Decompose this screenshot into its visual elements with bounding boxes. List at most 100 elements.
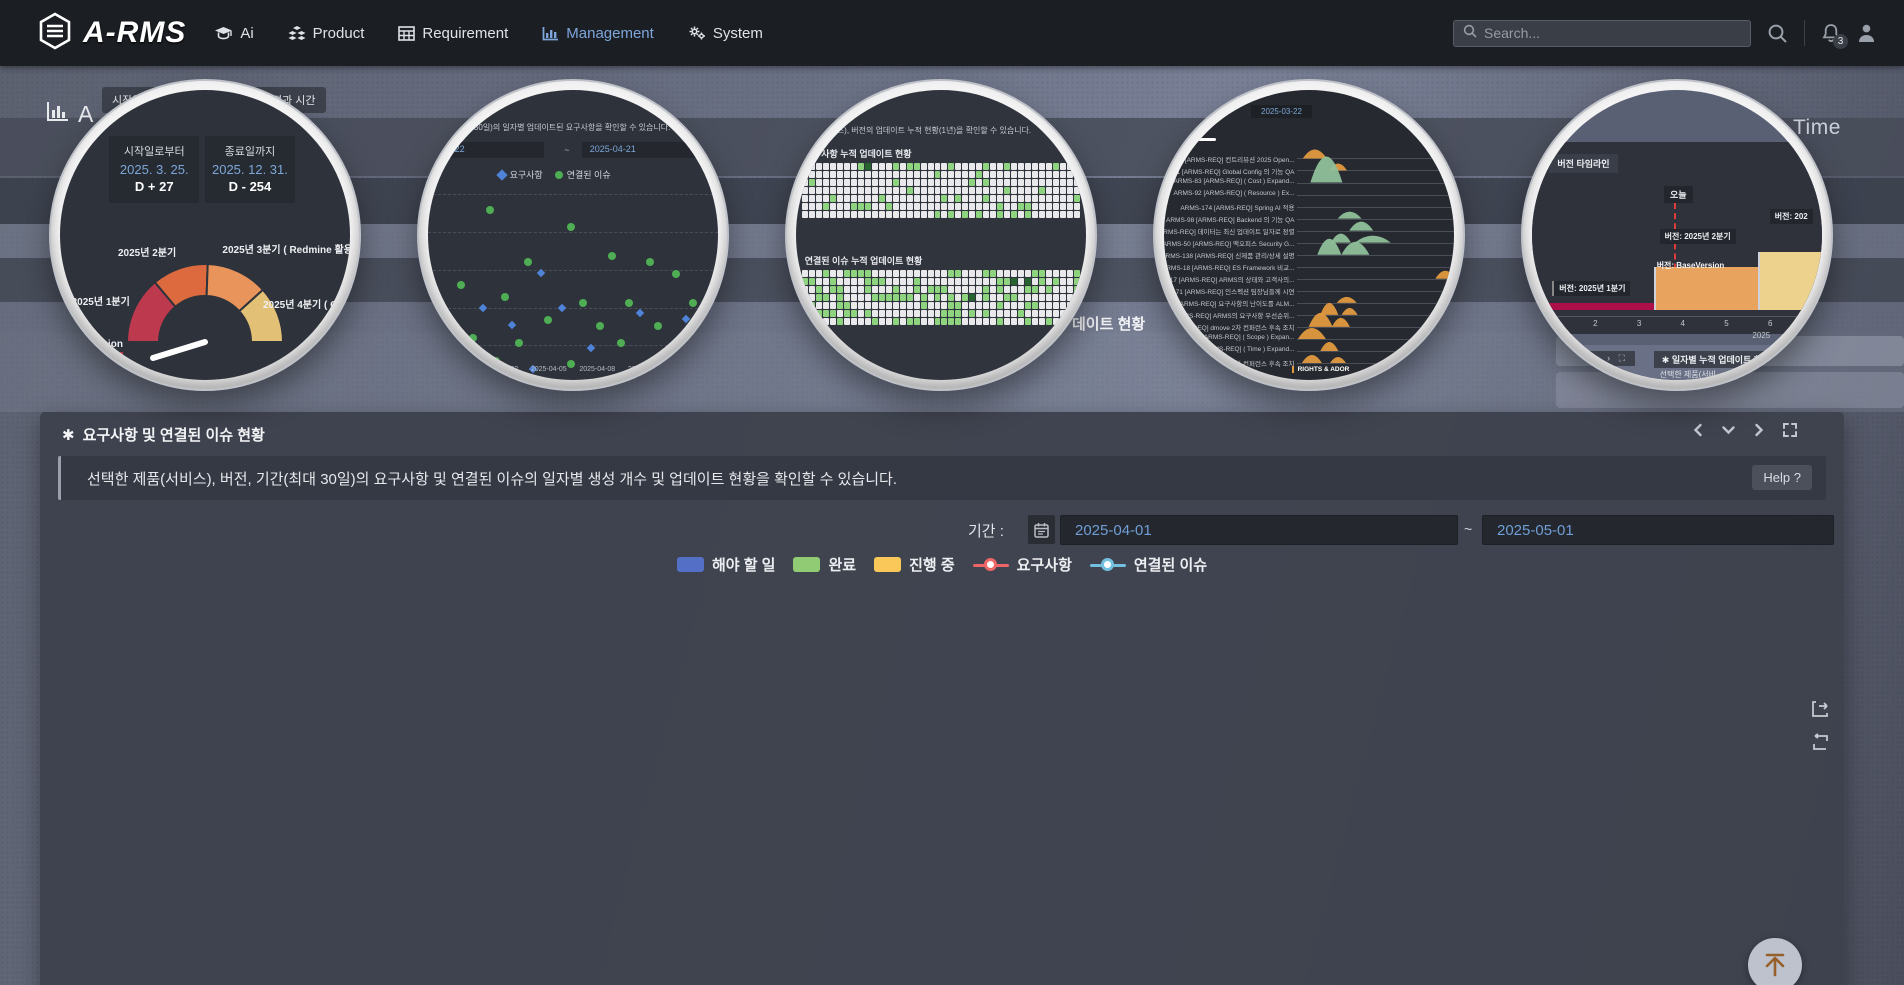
ridge-slider-handle[interactable]	[1181, 134, 1189, 142]
heatmap-cell	[955, 277, 962, 285]
heatmap-cell	[864, 293, 871, 301]
heatmap-cell	[1053, 269, 1060, 277]
restore-icon[interactable]	[1811, 733, 1830, 757]
heatmap-cell	[941, 277, 948, 285]
date-to-input[interactable]: 2025-05-01	[1482, 515, 1834, 545]
heatmap-cell	[808, 309, 815, 317]
heatmap-cell	[948, 194, 955, 202]
date-from-input[interactable]: 2025-04-01	[1060, 515, 1458, 545]
heatmap-cell	[906, 162, 913, 170]
calendar-icon[interactable]	[1028, 515, 1055, 544]
ridge-item-line	[1297, 290, 1454, 292]
nav-item-product[interactable]: Product	[288, 24, 365, 42]
heatmap-cell	[1004, 202, 1011, 210]
scroll-to-top-button[interactable]	[1748, 938, 1802, 985]
heatmap-cell	[801, 162, 808, 170]
heatmap-cell	[1025, 202, 1032, 210]
nav-item-label: Ai	[240, 24, 254, 42]
legend-item[interactable]: 해야 할 일	[676, 554, 775, 575]
heatmap-cell	[1039, 162, 1046, 170]
heatmap-cell	[948, 293, 955, 301]
chevron-right-icon[interactable]	[1752, 423, 1766, 442]
search-submit-icon[interactable]	[1767, 23, 1788, 44]
nav-item-label: Product	[312, 24, 365, 42]
heatmap-cell	[976, 186, 983, 194]
heatmap-cell	[927, 186, 934, 194]
heatmap-cell	[1067, 178, 1074, 186]
nav-item-management[interactable]: Management	[542, 25, 654, 42]
scatter-point-green	[616, 339, 625, 348]
gauge-cell-label: 시작일로부터	[123, 146, 185, 159]
heatmap-cell	[941, 293, 948, 301]
heatmap-cell	[836, 202, 843, 210]
ridge-item-label: ARMS-50 [ARMS-REQ] 맥오피스 Security G...	[1164, 241, 1295, 249]
heatmap-cell	[1046, 293, 1053, 301]
scatter-point-blue	[658, 349, 668, 359]
help-button[interactable]: Help ?	[1752, 465, 1812, 490]
heatmap-cell	[983, 186, 990, 194]
heatmap-cell	[899, 277, 906, 285]
app-logo[interactable]: A-RMS	[36, 12, 186, 55]
nav-item-ai[interactable]: Ai	[214, 24, 254, 42]
heatmap-cell	[836, 178, 843, 186]
heatmap-cell	[1039, 210, 1046, 218]
chevron-left-icon[interactable]	[1691, 423, 1705, 442]
expand-icon[interactable]	[1782, 422, 1798, 443]
legend-item[interactable]: 연결된 이슈	[1089, 554, 1207, 575]
heatmap-cell	[836, 293, 843, 301]
heatmap-cell	[983, 285, 990, 293]
heatmap-cell	[906, 186, 913, 194]
zoom-reset-icon[interactable]	[1811, 700, 1830, 724]
timeline-bar-q1-label: 버전: 2025년 1분기	[1552, 281, 1631, 297]
heatmap-cell	[822, 186, 829, 194]
heatmap-cell	[997, 317, 1004, 325]
heatmap-cell	[850, 186, 857, 194]
heatmap-cell	[843, 277, 850, 285]
main-nav: Ai Product Requirement Management System	[214, 25, 763, 42]
notifications-bell-icon[interactable]: 3	[1821, 23, 1848, 49]
heatmap-cell	[997, 309, 1004, 317]
nav-item-requirement[interactable]: Requirement	[398, 25, 508, 42]
heatmap-cell	[878, 178, 885, 186]
heatmap-cell	[1067, 194, 1074, 202]
legend-item[interactable]: 요구사항	[972, 554, 1072, 575]
heatmap-cell	[962, 210, 969, 218]
user-profile-icon[interactable]	[1857, 23, 1876, 43]
heatmap-cell	[934, 178, 941, 186]
scatter-x-label: 2025-04-02	[482, 365, 519, 373]
heatmap-cell	[1060, 285, 1067, 293]
heatmap-cell	[843, 210, 850, 218]
heatmap-cell	[892, 277, 899, 285]
heatmap-cell	[850, 202, 857, 210]
logo-text: A-RMS	[83, 16, 187, 49]
legend-item[interactable]: 완료	[793, 554, 856, 575]
gears-icon	[688, 25, 706, 41]
heatmap-cell	[920, 210, 927, 218]
heatmap-cell	[822, 210, 829, 218]
heatmap-cell	[843, 186, 850, 194]
nav-item-system[interactable]: System	[688, 25, 763, 42]
heatmap-cell	[906, 309, 913, 317]
heatmap-cell	[969, 186, 976, 194]
ridge-item-line	[1297, 230, 1454, 232]
heatmap-cell	[1018, 309, 1025, 317]
heatmap-cell	[1025, 194, 1032, 202]
heatmap-cell	[997, 210, 1004, 218]
heatmap-cell	[1067, 162, 1074, 170]
search-input[interactable]	[1484, 25, 1741, 41]
ridge-item-line	[1297, 206, 1454, 208]
heatmap-cell	[1004, 293, 1011, 301]
heatmap-cell	[1032, 194, 1039, 202]
heatmap-cell	[1074, 170, 1081, 178]
heatmap-cell	[815, 178, 822, 186]
chevron-down-icon[interactable]	[1721, 423, 1736, 442]
heatmap-cell	[913, 186, 920, 194]
ridge-item-label: ARMS-13 [ARMS-REQ] dmove 1차 컨퍼런스 후속 조치	[1164, 361, 1295, 369]
heatmap-cell	[892, 285, 899, 293]
heatmap-cell	[878, 194, 885, 202]
heatmap-cell	[934, 277, 941, 285]
legend-item[interactable]: 진행 중	[874, 554, 955, 575]
heatmap-cell	[941, 317, 948, 325]
heatmap-cell	[997, 194, 1004, 202]
search-box[interactable]	[1453, 19, 1751, 47]
